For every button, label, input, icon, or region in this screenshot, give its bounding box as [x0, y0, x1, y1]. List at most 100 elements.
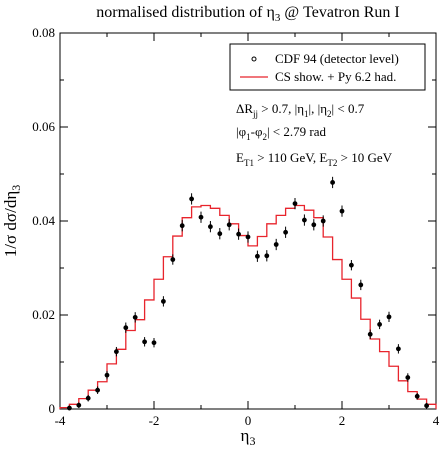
y-tick-label: 0.08 — [32, 25, 55, 40]
data-marker — [189, 196, 195, 202]
annotation-cut-2: |φ1-φ2| < 2.79 rad — [236, 124, 326, 142]
data-point — [367, 329, 373, 339]
x-axis-title: η3 — [241, 426, 256, 448]
data-marker — [424, 403, 430, 409]
data-point — [283, 226, 289, 238]
data-marker — [236, 231, 242, 237]
y-axis: 0 0.02 0.04 0.06 0.08 — [32, 25, 436, 416]
data-marker — [114, 349, 119, 355]
data-point — [95, 386, 100, 394]
data-point — [395, 344, 401, 354]
data-marker — [226, 222, 232, 228]
data-marker — [339, 208, 345, 214]
data-marker — [85, 395, 91, 401]
data-point — [414, 393, 420, 400]
data-marker — [207, 224, 213, 230]
data-marker — [386, 314, 392, 320]
data-point — [198, 211, 204, 223]
x-axis: -4 -2 0 2 4 — [55, 33, 440, 428]
y-axis-title: 1/σ dσ/dη3 — [1, 185, 23, 257]
data-marker — [330, 180, 336, 185]
data-marker — [348, 262, 354, 268]
data-marker — [245, 234, 251, 240]
data-point — [67, 405, 72, 411]
data-marker — [254, 253, 260, 259]
data-point — [217, 228, 223, 240]
data-point — [245, 231, 251, 243]
data-point — [207, 221, 213, 233]
data-point — [151, 338, 157, 348]
data-point — [132, 312, 138, 323]
data-marker — [367, 331, 373, 337]
data-marker — [377, 321, 383, 327]
data-point — [377, 319, 383, 330]
data-point — [179, 220, 185, 232]
y-tick-label: 0.06 — [32, 119, 55, 134]
data-marker — [358, 282, 364, 288]
annotation-cut-3: ET1 > 110 GeV, ET2 > 10 GeV — [236, 150, 393, 168]
data-point — [123, 322, 129, 333]
x-tick-label: 2 — [339, 413, 346, 428]
data-point — [160, 296, 166, 307]
data-marker — [292, 201, 298, 207]
x-tick-label: -4 — [55, 413, 66, 428]
data-point — [236, 228, 242, 240]
data-marker — [414, 393, 420, 399]
data-point — [142, 337, 148, 347]
data-point — [264, 250, 270, 262]
data-points-layer — [67, 176, 430, 411]
data-marker — [198, 214, 204, 220]
data-marker — [405, 375, 411, 380]
data-marker — [217, 231, 223, 237]
data-point — [301, 214, 307, 226]
legend-box — [229, 43, 426, 91]
annotation-cut-1: ΔRjj > 0.7, |η1|, |η2| < 0.7 — [236, 101, 365, 119]
data-point — [405, 373, 411, 382]
data-point — [386, 311, 392, 323]
data-point — [254, 250, 260, 262]
legend-label-mc: CS show. + Py 6.2 had. — [275, 69, 396, 84]
data-point — [273, 238, 279, 251]
data-point — [424, 402, 430, 409]
data-marker — [264, 253, 270, 259]
data-point — [76, 402, 82, 409]
data-point — [114, 346, 119, 357]
y-tick-label: 0.02 — [32, 307, 55, 322]
data-marker — [151, 340, 157, 346]
data-point — [292, 197, 298, 210]
data-point — [320, 215, 326, 227]
data-marker — [104, 372, 110, 378]
data-point — [330, 176, 336, 189]
data-marker — [320, 218, 326, 224]
data-marker — [179, 223, 185, 229]
legend: CDF 94 (detector level) CS show. + Py 6.… — [229, 43, 426, 91]
data-marker — [273, 242, 279, 247]
data-point — [85, 394, 91, 402]
data-marker — [123, 325, 129, 331]
data-marker — [160, 298, 166, 304]
data-point — [104, 370, 110, 380]
x-tick-label: 4 — [433, 413, 440, 428]
data-point — [358, 279, 364, 291]
x-tick-label: 0 — [245, 413, 252, 428]
y-tick-label: 0.04 — [32, 213, 55, 228]
data-point — [311, 219, 317, 231]
legend-label-data: CDF 94 (detector level) — [275, 51, 399, 66]
data-marker — [301, 217, 307, 223]
data-marker — [170, 257, 176, 262]
data-point — [170, 254, 176, 265]
chart-title: normalised distribution of η3 @ Tevatron… — [96, 4, 399, 24]
y-tick-label: 0 — [49, 401, 56, 416]
data-point — [189, 193, 195, 205]
data-marker — [132, 314, 138, 320]
data-marker — [95, 387, 100, 393]
data-point — [226, 219, 232, 231]
legend-marker-data — [251, 56, 257, 62]
data-point — [348, 260, 354, 271]
data-marker — [395, 346, 401, 352]
data-marker — [76, 402, 82, 408]
data-marker — [142, 339, 148, 345]
x-tick-label: -2 — [149, 413, 160, 428]
data-marker — [283, 229, 289, 235]
